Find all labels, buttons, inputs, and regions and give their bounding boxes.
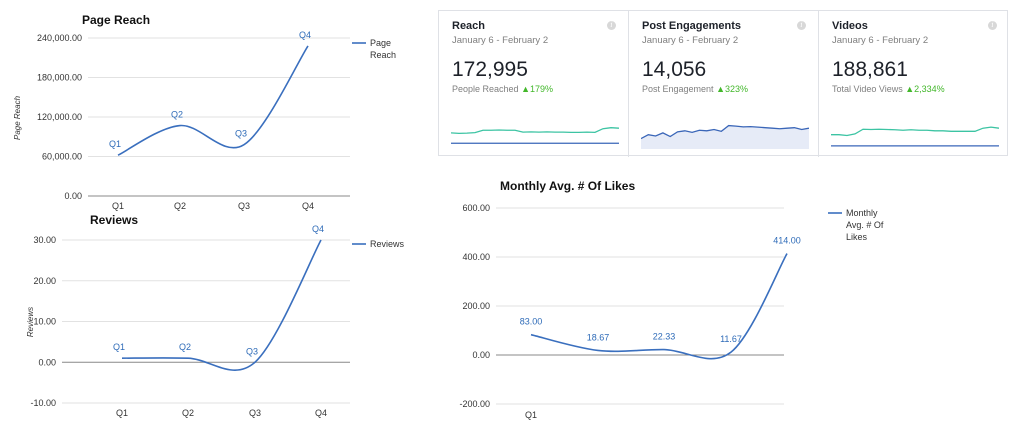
y-axis-label: Reviews: [26, 307, 35, 337]
data-label: 83.00: [520, 317, 543, 327]
card-sub-label: Total Video Views: [832, 84, 903, 94]
y-tick-label: 400.00: [462, 252, 490, 262]
y-tick-label: 10.00: [33, 317, 56, 327]
card-title: Videos: [832, 20, 868, 32]
card-date: January 6 - February 2: [642, 35, 739, 46]
change-value: 323%: [725, 84, 749, 94]
change-badge: ▲2,334%: [905, 84, 944, 94]
card-sub: Total Video Views ▲2,334%: [832, 84, 997, 94]
chart-title: Monthly Avg. # Of Likes: [500, 179, 635, 193]
y-tick-label: 240,000.00: [37, 33, 82, 43]
info-icon[interactable]: i: [607, 21, 616, 30]
sparkline: [831, 126, 999, 147]
y-tick-label: 0.00: [472, 350, 490, 360]
card-value: 14,056: [642, 58, 707, 81]
up-triangle-icon: ▲: [521, 84, 530, 94]
page-reach-chart: Page Reach Page Reach 0.00 60,000.00 120,000…: [13, 13, 396, 211]
series-line: [530, 253, 788, 360]
card-sub-label: People Reached: [452, 84, 519, 94]
info-icon[interactable]: i: [988, 21, 997, 30]
card-date: January 6 - February 2: [452, 35, 549, 46]
card-value: 172,995: [452, 58, 528, 81]
data-label: 11.67: [720, 334, 742, 344]
legend-entry: Page Reach: [370, 38, 396, 60]
data-label: 18.67: [587, 332, 610, 342]
data-label: Q2: [179, 342, 191, 352]
chart-title: Page Reach: [82, 13, 150, 27]
change-badge: ▲323%: [716, 84, 748, 94]
x-tick-label: Q3: [238, 201, 250, 211]
series-line: [121, 239, 322, 371]
x-tick-label: Q2: [182, 408, 194, 418]
data-label: 414.00: [773, 236, 801, 246]
data-label: Q4: [299, 30, 311, 40]
x-tick-label: Q1: [525, 410, 537, 420]
sparkline: [451, 127, 619, 144]
change-badge: ▲179%: [521, 84, 553, 94]
change-value: 179%: [530, 84, 554, 94]
y-tick-label: 600.00: [462, 203, 490, 213]
x-tick-label: Q1: [116, 408, 128, 418]
x-tick-label: Q1: [112, 201, 124, 211]
data-label: 22.33: [653, 332, 676, 342]
y-tick-label: 0.00: [38, 357, 56, 367]
info-icon[interactable]: i: [797, 21, 806, 30]
x-tick-label: Q4: [302, 201, 314, 211]
card-sub-label: Post Engagement: [642, 84, 714, 94]
spark-line-green: [451, 127, 619, 135]
x-tick-label: Q2: [174, 201, 186, 211]
y-tick-label: 120,000.00: [37, 112, 82, 122]
y-tick-label: -200.00: [459, 399, 490, 409]
legend-entry: Reviews: [370, 239, 405, 249]
spark-line-blue: [641, 124, 809, 140]
y-tick-label: 30.00: [33, 235, 56, 245]
change-value: 2,334%: [914, 84, 945, 94]
insights-panel: Reach i January 6 - February 2 172,995 P…: [438, 10, 1009, 157]
data-label: Q3: [235, 129, 247, 139]
card-sub: Post Engagement ▲323%: [642, 84, 806, 94]
card-reach[interactable]: Reach i January 6 - February 2 172,995 P…: [439, 11, 629, 157]
reviews-chart: Reviews Reviews -10.00 0.00 10.00 20.00 30.00 Q…: [26, 213, 405, 418]
sparkline: [641, 124, 809, 149]
data-label: Q3: [246, 346, 258, 356]
x-tick-label: Q4: [315, 408, 327, 418]
series-line: [117, 45, 309, 156]
y-tick-label: -10.00: [30, 398, 56, 408]
data-label: Q2: [171, 110, 183, 120]
y-tick-label: 180,000.00: [37, 73, 82, 83]
up-triangle-icon: ▲: [905, 84, 915, 94]
up-triangle-icon: ▲: [716, 84, 725, 94]
card-value: 188,861: [832, 58, 908, 81]
card-videos[interactable]: Videos i January 6 - February 2 188,861 …: [819, 11, 1009, 157]
y-tick-label: 60,000.00: [42, 152, 82, 162]
card-title: Post Engagements: [642, 20, 742, 32]
y-tick-label: 200.00: [462, 301, 490, 311]
monthly-likes-chart: Monthly Avg. # Of Likes -200.00 0.00 200.00…: [459, 179, 884, 420]
card-sub: People Reached ▲179%: [452, 84, 616, 94]
y-tick-label: 20.00: [33, 276, 56, 286]
x-tick-label: Q3: [249, 408, 261, 418]
card-post-engagements[interactable]: Post Engagements i January 6 - February …: [629, 11, 819, 157]
data-label: Q1: [113, 342, 125, 352]
y-axis-label: Page Reach: [13, 95, 22, 140]
data-label: Q4: [312, 224, 324, 234]
spark-line-green: [831, 126, 999, 137]
legend-entry: Monthly Avg. # Of Likes: [846, 208, 884, 242]
card-title: Reach: [452, 20, 486, 32]
data-label: Q1: [109, 139, 121, 149]
y-tick-label: 0.00: [64, 191, 82, 201]
chart-title: Reviews: [90, 213, 138, 227]
card-date: January 6 - February 2: [832, 35, 929, 46]
